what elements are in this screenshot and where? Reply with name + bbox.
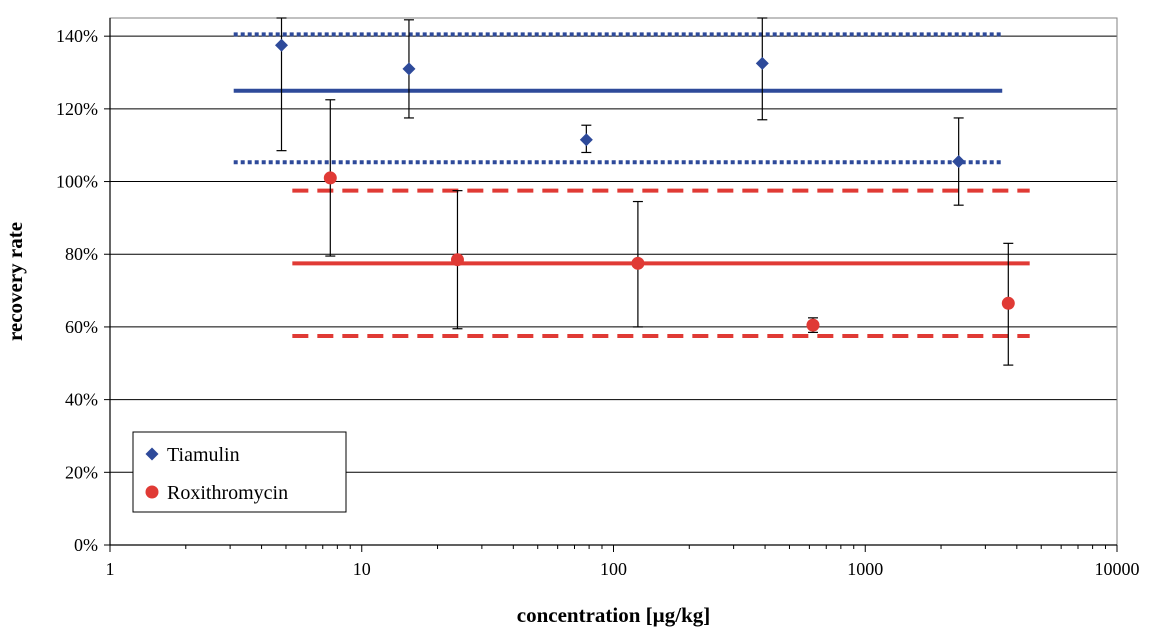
tiamulin-point xyxy=(275,38,289,52)
legend: Tiamulin Roxithromycin xyxy=(132,431,347,513)
y-tick-label: 140% xyxy=(56,26,98,46)
tiamulin-point xyxy=(579,133,593,147)
tiamulin-point xyxy=(755,56,769,70)
data-points xyxy=(275,38,1015,332)
y-tick-label: 120% xyxy=(56,99,98,119)
tiamulin-point xyxy=(952,155,966,169)
roxithromycin-point xyxy=(1001,296,1015,310)
y-tick-label: 0% xyxy=(74,535,98,555)
legend-label: Roxithromycin xyxy=(167,482,288,504)
x-tick-label: 1 xyxy=(106,559,115,579)
roxithromycin-point xyxy=(323,171,337,185)
legend-diamond-icon xyxy=(145,447,159,461)
x-tick-label: 10 xyxy=(353,559,371,579)
y-tick-label: 40% xyxy=(65,390,98,410)
y-axis-title: recovery rate xyxy=(3,222,27,341)
legend-label: Tiamulin xyxy=(167,444,240,466)
legend-circle-icon xyxy=(145,485,159,499)
y-tick-label: 20% xyxy=(65,462,98,482)
roxithromycin-point xyxy=(631,256,645,270)
reference-lines xyxy=(233,32,1030,339)
x-tick-label: 10000 xyxy=(1095,559,1140,579)
gridlines xyxy=(110,35,1117,473)
x-tick-label: 100 xyxy=(600,559,627,579)
x-tick-label: 1000 xyxy=(847,559,883,579)
roxithromycin-point xyxy=(450,253,464,267)
y-tick-label: 80% xyxy=(65,244,98,264)
legend-box xyxy=(132,431,347,513)
y-tick-label: 100% xyxy=(56,172,98,192)
roxithromycin-point xyxy=(806,318,820,332)
tiamulin-point xyxy=(402,62,416,76)
axes: 0% 20% 40% 60% 80% 100% 120% 140% 1 10 100 1000 1000… xyxy=(56,18,1140,579)
x-axis-title: concentration [µg/kg] xyxy=(517,603,711,627)
y-tick-label: 60% xyxy=(65,317,98,337)
